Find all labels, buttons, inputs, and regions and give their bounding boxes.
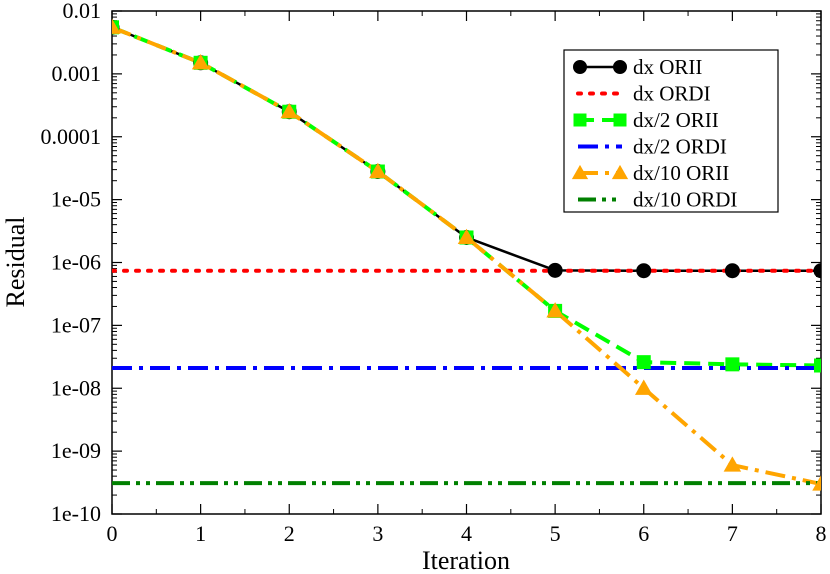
x-tick-label: 6 [638, 521, 649, 546]
data-point-dx-orii [813, 263, 821, 279]
x-tick-label: 5 [550, 521, 561, 546]
x-tick-label: 0 [107, 521, 118, 546]
data-point-dx-2-orii [814, 358, 821, 373]
data-point-dx-10-orii [457, 228, 476, 245]
x-axis-label: Iteration [422, 546, 510, 574]
legend-marker-dx-orii [573, 60, 587, 74]
data-point-dx-10-orii [635, 379, 653, 395]
y-tick-label: 0.01 [63, 0, 102, 23]
y-axis-label: Residual [1, 217, 30, 308]
y-tick-label: 1e-10 [51, 501, 101, 526]
legend-marker-dx-2-orii [573, 113, 587, 127]
legend-label-dx-2-ordi: dx/2 ORDI [633, 135, 727, 159]
legend-label-dx-ordi: dx ORDI [633, 82, 711, 106]
y-tick-label: 1e-06 [51, 250, 101, 275]
legend-label-dx-10-orii: dx/10 ORII [633, 161, 729, 185]
legend-label-dx-2-orii: dx/2 ORII [633, 108, 719, 132]
x-tick-label: 1 [195, 521, 206, 546]
x-tick-label: 7 [727, 521, 738, 546]
data-point-dx-10-orii [191, 54, 210, 70]
data-point-dx-orii [724, 263, 740, 279]
legend-label-dx-orii: dx ORII [633, 55, 702, 79]
y-tick-label: 1e-07 [51, 312, 101, 337]
legend-marker-dx-2-orii [613, 113, 627, 127]
data-point-dx-10-orii [369, 162, 387, 179]
data-point-dx-2-orii [636, 355, 651, 370]
legend-marker-dx-orii [613, 60, 627, 74]
series-line-dx-10-orii [112, 25, 821, 486]
data-point-dx-10-orii [812, 475, 821, 491]
legend-marker-dx-10-orii [571, 164, 589, 180]
x-tick-label: 3 [372, 521, 383, 546]
data-point-dx-10-orii [723, 456, 742, 472]
y-tick-label: 0.001 [52, 61, 102, 86]
data-point-dx-orii [636, 263, 652, 279]
data-point-dx-10-orii [280, 102, 298, 119]
legend-marker-dx-10-orii [611, 164, 629, 180]
data-point-dx-2-orii [725, 357, 740, 372]
y-tick-label: 1e-08 [51, 375, 101, 400]
x-tick-label: 2 [284, 521, 295, 546]
x-tick-label: 8 [816, 521, 827, 546]
x-tick-label: 4 [461, 521, 472, 546]
data-point-dx-10-orii [112, 18, 121, 34]
y-tick-label: 1e-09 [51, 438, 101, 463]
y-tick-label: 1e-05 [51, 187, 101, 212]
y-tick-label: 0.0001 [41, 124, 102, 149]
data-point-dx-orii [547, 262, 563, 278]
legend-label-dx-10-ordi: dx/10 ORDI [633, 188, 737, 212]
data-point-dx-10-orii [546, 302, 564, 318]
legend-box [563, 49, 779, 213]
